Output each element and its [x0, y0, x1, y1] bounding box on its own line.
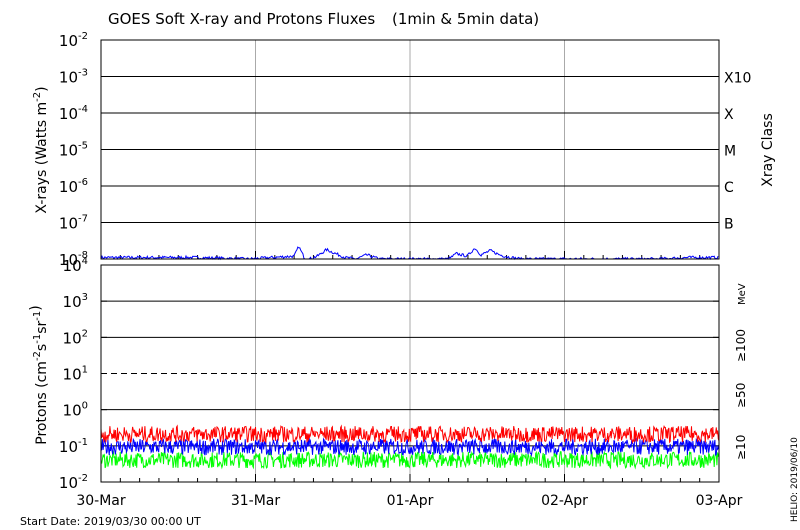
xray-class-label: M: [724, 144, 736, 160]
x-tick-label: 03-Apr: [696, 493, 743, 509]
proton-ytick-label: 101: [63, 365, 88, 384]
xray-ytick-label: 10-8: [59, 250, 88, 269]
proton-ytick-label: 10-2: [59, 473, 88, 492]
xray-class-label: B: [724, 217, 734, 233]
proton-ytick-label: 10-1: [59, 437, 88, 456]
proton-flux-line: [100, 450, 720, 470]
proton-panel: 104 103 102 101 100 10-1 10-2 Protons (cm-2s-1s…: [28, 256, 748, 492]
xray-ylabel: X-rays (Watts m-2): [32, 86, 50, 213]
proton-frame: [100, 264, 720, 483]
xray-frame: [100, 39, 720, 260]
xray-ytick-label: 10-2: [59, 31, 88, 50]
xray-class-label: C: [724, 180, 734, 196]
proton-flux-line: [100, 424, 720, 444]
xray-ytick-label: 10-4: [59, 104, 88, 123]
proton-legend-1: ≥50: [734, 383, 748, 408]
proton-ylabel: Protons (cm-2s-1sr-1): [28, 305, 50, 444]
xray-class-axis-title: Xray Class: [760, 113, 776, 187]
helio-credit: HELIO: 2019/06/10: [790, 437, 800, 522]
x-tick-label: 31-Mar: [231, 493, 281, 509]
proton-ytick-label: 103: [63, 292, 88, 311]
proton-ytick-label: 100: [63, 401, 88, 420]
proton-ytick-label: 104: [63, 256, 88, 275]
xray-ytick-label: 10-6: [59, 177, 88, 196]
xray-ytick-label: 10-5: [59, 141, 88, 160]
xray-ytick-label: 10-3: [59, 68, 88, 87]
xray-class-label: X: [724, 107, 734, 123]
x-tick-label: 01-Apr: [387, 493, 434, 509]
xray-ytick-label: 10-7: [59, 214, 88, 233]
proton-ytick-label: 102: [63, 328, 88, 347]
proton-unit-label: MeV: [737, 283, 748, 305]
xray-class-label: X10: [724, 71, 751, 87]
x-tick-label: 02-Apr: [541, 493, 588, 509]
x-axis: 30-Mar 31-Mar 01-Apr 02-Apr 03-Apr: [76, 493, 742, 509]
chart-title: GOES Soft X-ray and Protons Fluxes (1min…: [108, 10, 539, 28]
proton-flux-line: [100, 437, 720, 457]
start-date-label: Start Date: 2019/03/30 00:00 UT: [20, 515, 201, 528]
proton-legend-0: ≥10: [734, 435, 748, 460]
x-tick-label: 30-Mar: [76, 493, 126, 509]
proton-legend-2: ≥100: [734, 329, 748, 362]
xray-panel: 10-2 10-3 10-4 10-5 10-6 10-7 10-8 X10 X M C B Xray …: [32, 31, 776, 269]
